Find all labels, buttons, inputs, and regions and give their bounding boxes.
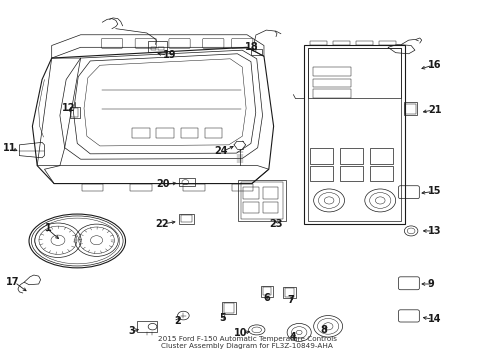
Bar: [178, 178, 195, 186]
Bar: [339, 166, 362, 181]
Bar: [312, 78, 350, 87]
Bar: [82, 184, 103, 192]
Text: 21: 21: [427, 105, 441, 115]
Text: 12: 12: [61, 103, 75, 113]
Bar: [307, 48, 401, 98]
Bar: [148, 41, 166, 51]
Bar: [137, 321, 157, 332]
Bar: [243, 202, 258, 213]
Bar: [156, 128, 173, 138]
Bar: [403, 102, 417, 115]
Text: 15: 15: [427, 186, 441, 197]
Bar: [250, 49, 261, 55]
Bar: [309, 166, 332, 181]
Text: 18: 18: [244, 42, 258, 52]
Text: 10: 10: [233, 328, 246, 338]
Text: 9: 9: [427, 279, 434, 289]
Bar: [224, 303, 233, 313]
Bar: [312, 89, 350, 98]
Bar: [180, 215, 192, 222]
Bar: [369, 148, 392, 163]
Bar: [355, 41, 372, 45]
Bar: [262, 202, 277, 213]
Text: 14: 14: [427, 314, 441, 324]
Bar: [405, 104, 415, 114]
Bar: [132, 128, 149, 138]
Bar: [180, 128, 198, 138]
Text: 19: 19: [163, 50, 176, 60]
Bar: [262, 187, 277, 199]
Bar: [307, 48, 401, 221]
Text: 3: 3: [128, 326, 135, 336]
Bar: [312, 67, 350, 76]
Text: 11: 11: [3, 143, 17, 153]
Bar: [243, 187, 258, 199]
Bar: [71, 108, 78, 117]
Bar: [260, 286, 273, 297]
Bar: [238, 180, 285, 221]
Bar: [150, 46, 156, 50]
Bar: [130, 184, 151, 192]
Bar: [369, 166, 392, 181]
Bar: [204, 128, 222, 138]
Bar: [339, 148, 362, 163]
Bar: [309, 148, 332, 163]
Bar: [69, 107, 80, 118]
Text: 20: 20: [156, 179, 169, 189]
Bar: [283, 287, 295, 298]
Text: 6: 6: [263, 293, 269, 303]
Bar: [183, 184, 204, 192]
Bar: [309, 41, 326, 45]
Text: 5: 5: [219, 313, 226, 323]
Bar: [285, 288, 293, 297]
Text: 1: 1: [45, 224, 52, 233]
Bar: [262, 287, 271, 296]
Bar: [222, 302, 235, 314]
Bar: [158, 46, 163, 50]
Bar: [178, 214, 194, 224]
Bar: [379, 41, 395, 45]
Text: 22: 22: [155, 219, 168, 229]
Text: 16: 16: [427, 60, 441, 70]
Bar: [304, 45, 405, 224]
Bar: [241, 182, 282, 220]
Text: 2015 Ford F-150 Automatic Temperature Controls
Cluster Assembly Diagram for FL3Z: 2015 Ford F-150 Automatic Temperature Co…: [157, 336, 336, 349]
Text: 4: 4: [289, 332, 296, 342]
Text: 2: 2: [173, 316, 180, 325]
Text: 24: 24: [214, 146, 227, 156]
Bar: [231, 184, 252, 192]
Text: 17: 17: [6, 277, 20, 287]
Text: 23: 23: [269, 219, 282, 229]
Bar: [332, 41, 349, 45]
Text: 8: 8: [320, 325, 327, 335]
Text: 7: 7: [286, 295, 293, 305]
Text: 13: 13: [427, 226, 441, 236]
